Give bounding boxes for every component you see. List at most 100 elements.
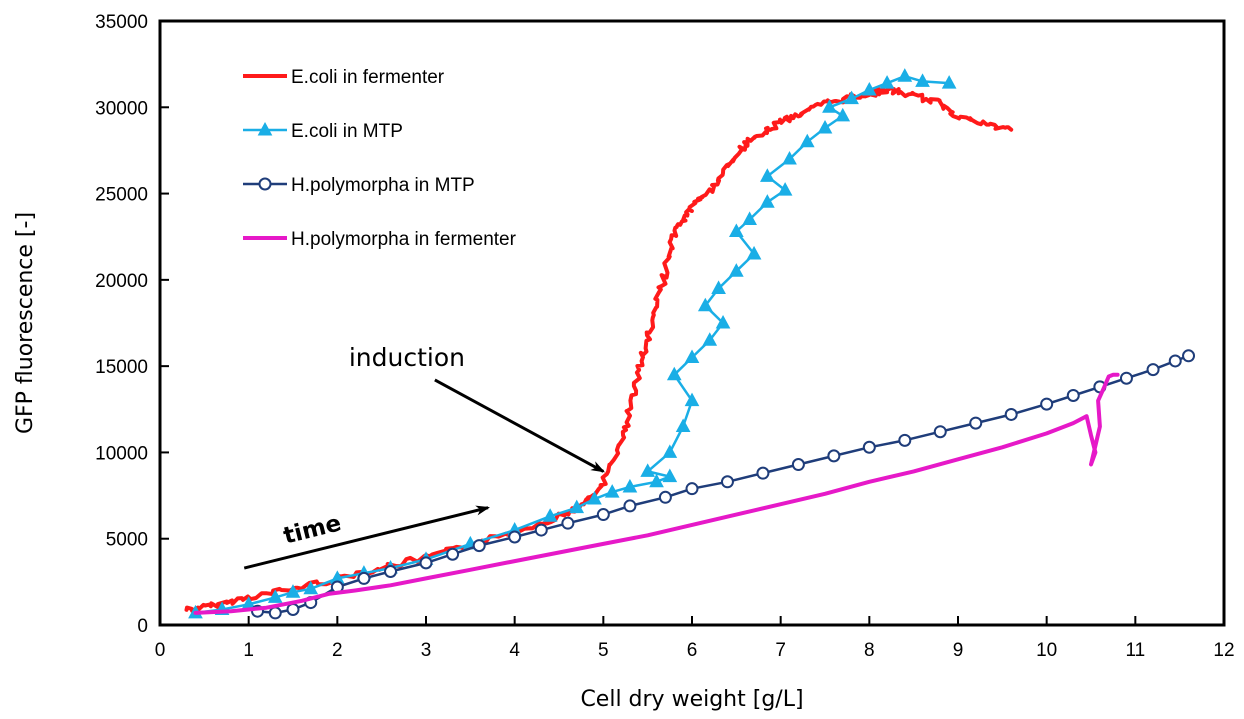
y-tick-label: 35000 [95,12,148,33]
data-point-triangle [285,584,301,598]
y-tick-label: 5000 [106,530,148,551]
data-point-triangle [675,418,691,433]
y-tick-label: 10000 [95,443,148,464]
legend-label: E.coli in MTP [291,121,403,142]
data-point-circle [685,482,699,496]
y-axis-title: GFP fluorescence [-] [13,212,38,434]
data-point-triangle [684,349,700,364]
legend-label: H.polymorpha in fermenter [291,229,517,250]
series-h-polymorpha-in-fermenter [193,372,1120,615]
data-point-triangle [640,463,656,477]
data-point-circle [1168,354,1182,368]
data-point-triangle [861,81,877,96]
data-point-circle [472,539,486,553]
data-point-circle [623,499,637,513]
data-point-triangle [817,119,833,134]
data-point-triangle [604,484,620,498]
data-point-triangle [587,490,602,505]
data-point-circle [561,516,575,530]
x-axis-title: Cell dry weight [g/L] [580,687,803,712]
data-point-triangle [257,121,273,136]
data-point-triangle [742,211,757,225]
data-point-triangle [835,107,851,122]
data-point-triangle [697,297,713,312]
series-layer [184,68,1196,620]
x-tick-label: 1 [243,640,254,661]
y-tick-label: 30000 [95,98,148,119]
x-tick-label: 12 [1213,640,1234,661]
x-tick-label: 9 [953,640,964,661]
data-point-triangle [569,499,585,514]
data-point-triangle [822,99,837,113]
x-tick-label: 11 [1125,640,1145,661]
data-point-triangle [666,366,682,381]
data-point-triangle [711,280,726,294]
legend-label: E.coli in fermenter [291,67,445,88]
data-point-circle [1182,349,1196,363]
data-point-triangle [662,444,678,458]
y-tick-label: 15000 [95,357,148,378]
data-point-circle [969,416,983,430]
data-point-circle [1146,363,1160,377]
data-point-triangle [746,245,762,260]
data-point-triangle [799,133,815,148]
data-point-circle [827,449,841,463]
y-axis: 0 5000 10000 15000 20000 25000 30000 35000 [95,12,169,637]
data-point-circle [898,433,912,447]
data-point-circle [1004,407,1018,421]
data-point-triangle [941,75,957,89]
data-point-triangle [728,223,744,238]
data-point-circle [384,565,398,579]
data-point-triangle [622,478,638,493]
data-point-circle [446,547,460,561]
data-point-circle [862,440,876,454]
legend: E.coli in fermenter E.coli in MTP H.polymo… [243,67,517,250]
data-point-triangle [542,508,558,522]
data-point-triangle [303,580,319,595]
data-point-circle [596,508,610,522]
data-point-triangle [728,263,744,277]
data-point-triangle [844,90,859,105]
y-tick-label: 20000 [95,271,148,292]
x-tick-label: 7 [775,640,786,661]
x-tick-label: 6 [687,640,698,661]
data-point-circle [258,177,272,191]
annotation-arrow [434,378,606,473]
data-point-triangle [649,473,664,488]
data-point-circle [268,606,282,620]
data-point-triangle [760,168,775,182]
series-h-polymorpha-in-mtp [251,349,1196,620]
data-point-circle [658,490,672,504]
x-tick-label: 5 [598,640,609,661]
x-tick-label: 3 [421,640,432,661]
x-tick-label: 10 [1036,640,1057,661]
x-tick-label: 8 [864,640,875,661]
data-point-triangle [715,314,731,329]
data-point-triangle [915,73,930,87]
data-point-triangle [684,392,700,407]
annotation-induction: induction [349,343,465,372]
data-point-circle [756,466,770,480]
legend-item-e-coli-in-mtp: E.coli in MTP [243,121,403,142]
data-point-circle [1066,388,1080,402]
data-point-circle [720,475,734,489]
annotation-time: time [281,510,344,549]
y-tick-label: 0 [137,616,148,637]
legend-item-e-coli-in-fermenter: E.coli in fermenter [243,67,445,88]
legend-item-h-polymorpha-in-mtp: H.polymorpha in MTP [243,175,475,196]
data-point-triangle [267,589,283,603]
data-point-circle [357,571,371,585]
data-point-circle [1119,371,1133,385]
data-point-triangle [782,151,797,165]
data-point-triangle [662,468,678,483]
data-point-triangle [760,194,775,208]
annotation-arrow [243,505,491,570]
legend-label: H.polymorpha in MTP [291,175,475,196]
data-point-circle [1040,397,1054,411]
x-axis: 0 1 2 3 4 5 6 7 8 9 10 11 12 [155,616,1235,661]
data-point-circle [419,556,433,570]
annotations: induction time [243,343,606,570]
data-point-triangle [702,332,718,346]
data-point-circle [508,530,522,544]
